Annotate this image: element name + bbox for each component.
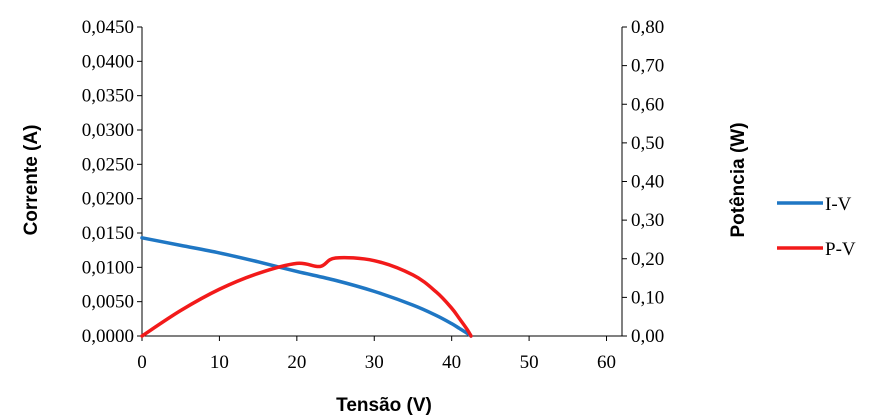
y-axis-right-title: Potência (W) (728, 122, 749, 237)
y-axis-right-ticks: 0,00 0,10 0,20 0,30 0,40 0,50 0,60 0,70 0,80 (622, 17, 664, 347)
y-left-tick-label: 0,0000 (82, 326, 134, 347)
x-tick-label: 40 (442, 352, 461, 373)
y-left-tick-label: 0,0450 (82, 17, 134, 38)
y-right-tick-label: 0,00 (631, 326, 664, 347)
x-tick-label: 30 (365, 352, 384, 373)
y-left-tick-label: 0,0250 (82, 154, 134, 175)
y-axis-left-ticks: 0,0000 0,0050 0,0100 0,0150 0,0200 0,0250 0,03… (82, 17, 142, 347)
y-right-tick-label: 0,70 (631, 56, 664, 77)
y-right-tick-label: 0,60 (631, 94, 664, 115)
y-right-tick-label: 0,30 (631, 210, 664, 231)
legend-label-iv: I-V (825, 194, 852, 215)
y-left-tick-label: 0,0300 (82, 120, 134, 141)
x-tick-label: 10 (210, 352, 229, 373)
x-tick-label: 20 (287, 352, 306, 373)
y-left-tick-label: 0,0050 (82, 292, 134, 313)
x-axis-title: Tensão (V) (336, 395, 432, 416)
y-right-tick-label: 0,10 (631, 287, 664, 308)
series-layer (140, 236, 473, 338)
y-right-tick-label: 0,80 (631, 17, 664, 38)
y-right-tick-label: 0,40 (631, 172, 664, 193)
y-right-tick-label: 0,50 (631, 133, 664, 154)
x-tick-label: 0 (137, 352, 147, 373)
x-tick-label: 50 (520, 352, 539, 373)
series-line-i-v (140, 236, 473, 338)
legend: I-V P-V (777, 194, 856, 260)
y-right-tick-label: 0,20 (631, 249, 664, 270)
legend-label-pv: P-V (825, 239, 856, 260)
y-left-tick-label: 0,0100 (82, 257, 134, 278)
y-left-tick-label: 0,0200 (82, 189, 134, 210)
y-left-tick-label: 0,0400 (82, 51, 134, 72)
series-line-p-v (140, 255, 473, 338)
y-left-tick-label: 0,0350 (82, 86, 134, 107)
y-axis-left-title: Corrente (A) (21, 125, 42, 236)
y-left-tick-label: 0,0150 (82, 223, 134, 244)
plot-frame (141, 27, 623, 337)
x-axis-ticks: 0 10 20 30 40 50 60 (137, 336, 616, 373)
x-tick-label: 60 (597, 352, 616, 373)
